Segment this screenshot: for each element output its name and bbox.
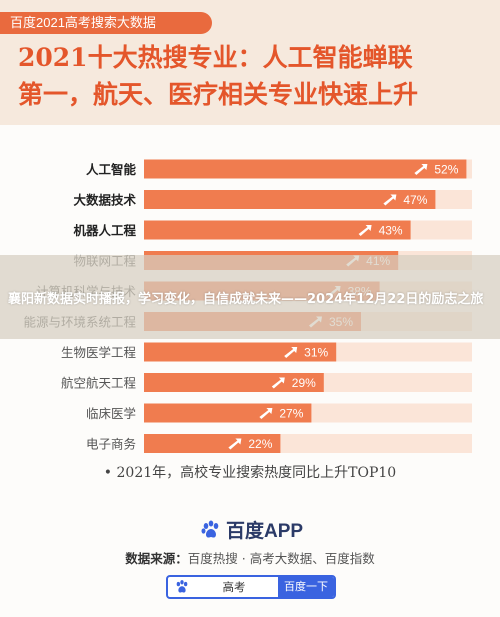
source-label: 数据来源：: [125, 551, 188, 566]
bar: [144, 342, 337, 362]
bar: [144, 159, 467, 179]
baidu-paw-icon: [176, 580, 188, 593]
category-label: 机器人工程: [73, 223, 136, 238]
search-bar[interactable]: 高考 百度一下: [166, 575, 336, 599]
category-label: 生物医学工程: [61, 345, 137, 360]
app-logo: 百度APP: [200, 516, 303, 543]
category-label: 人工智能: [86, 162, 137, 177]
value-label: 29%: [292, 376, 316, 390]
trend-up-icon: [284, 347, 298, 358]
value-label: 47%: [403, 193, 427, 207]
value-label: 43%: [379, 224, 403, 238]
trend-up-icon: [358, 225, 372, 236]
trend-up-icon: [271, 377, 285, 389]
value-label: 31%: [304, 346, 328, 360]
bar: [144, 190, 436, 209]
category-label: 电子商务: [86, 437, 136, 452]
bar: [144, 220, 411, 240]
search-button[interactable]: 百度一下: [278, 577, 334, 597]
category-label: 临床医学: [86, 406, 136, 421]
chart-caption: • 2021年，高校专业搜索热度同比上升TOP10: [103, 465, 397, 481]
category-label: 航空航天工程: [61, 376, 137, 391]
app-name: 百度APP: [226, 521, 304, 542]
news-overlay: [0, 255, 500, 339]
header-banner: 百度2021高考搜索大数据 2021十大热搜专业：人工智能蝉联 第一，航天、医疗…: [0, 0, 500, 125]
category-label: 大数据技术: [73, 193, 136, 208]
news-overlay-text[interactable]: 襄阳新数据实时播报，学习变化，自信成就未来——2024年12月22日的励志之旅: [8, 292, 484, 307]
trend-up-icon: [414, 164, 428, 175]
bar: [144, 434, 281, 453]
trend-up-icon: [383, 194, 397, 206]
chart-caption-text: 2021年，高校专业搜索热度同比上升TOP10: [116, 465, 397, 481]
trend-up-icon: [259, 408, 273, 419]
value-label: 52%: [434, 163, 458, 177]
source-badge: 百度2021高考搜索大数据: [0, 12, 212, 34]
trend-up-icon: [228, 438, 242, 450]
headline-line1: 2021十大热搜专业：人工智能蝉联: [18, 43, 413, 72]
headline-line2: 第一，航天、医疗相关专业快速上升: [18, 80, 419, 109]
bar: [144, 373, 324, 392]
source-text: 百度热搜 · 高考大数据、百度指数: [187, 551, 375, 566]
value-label: 22%: [248, 437, 272, 451]
value-label: 27%: [279, 407, 303, 421]
baidu-paw-icon: [201, 520, 219, 538]
data-source: 数据来源：百度热搜 · 高考大数据、百度指数: [0, 548, 500, 567]
search-query[interactable]: 高考: [222, 580, 246, 594]
